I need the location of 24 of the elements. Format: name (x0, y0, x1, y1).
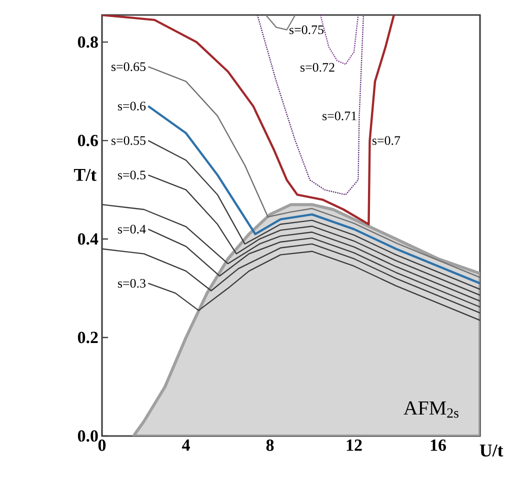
series-label: s=0.7 (372, 136, 400, 145)
y-tick-label: 0.0 (78, 430, 98, 442)
series-label: s=0.5 (118, 170, 146, 180)
series-label: s=0.4 (118, 224, 146, 234)
x-tick-label: 16 (430, 440, 446, 451)
x-tick-label: 8 (266, 440, 274, 451)
series-label: s=0.72 (300, 62, 334, 72)
x-tick-label: 4 (182, 440, 190, 451)
series-label: s=0.75 (290, 25, 324, 34)
series-label: AFM$_{2s}$ (404, 401, 458, 418)
y-tick-label: 0.4 (78, 233, 98, 245)
x-tick-label: 12 (346, 440, 362, 451)
series-label: s=0.6 (118, 102, 146, 110)
series-label: s=0.71 (322, 112, 356, 120)
line-series (256, 14, 364, 196)
x-tick-label: 0 (98, 440, 106, 451)
legend-label: s=0.55 (112, 136, 146, 145)
y-tick-label: 0.6 (78, 134, 98, 146)
y-tick-label: 0.8 (78, 36, 98, 48)
x-axis-title: U/t (480, 444, 504, 457)
series-label: s=0.65 (112, 62, 146, 72)
series-label: s=0.3 (118, 278, 146, 288)
y-tick-label: 0.2 (78, 332, 98, 344)
y-axis-title: T/t (74, 168, 97, 181)
